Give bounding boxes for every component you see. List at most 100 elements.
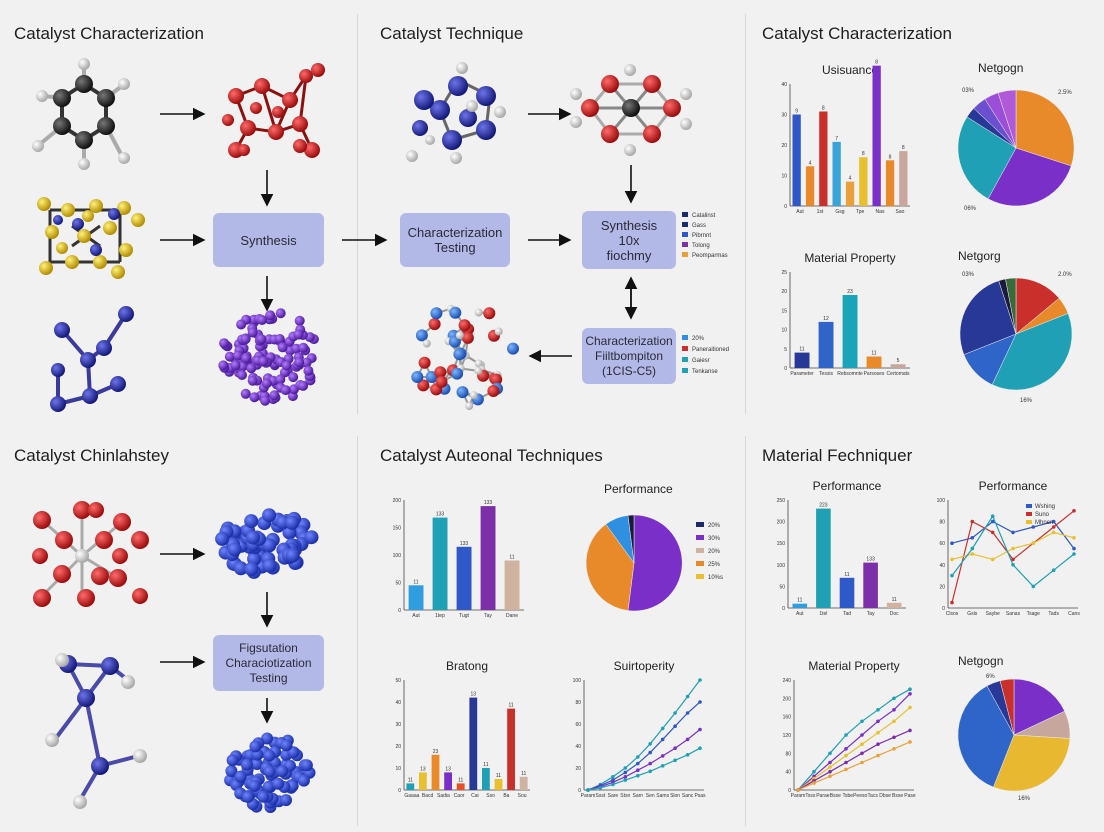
atom <box>240 334 251 345</box>
data-point <box>611 775 615 779</box>
metal-oxide-ring <box>570 64 692 156</box>
atom <box>265 310 276 321</box>
data-point <box>970 536 975 540</box>
y-tick-label: 20 <box>575 766 581 772</box>
data-point <box>844 733 848 737</box>
legend-swatch <box>682 252 688 257</box>
y-tick-label: 240 <box>783 678 792 684</box>
legend-label: 10%s <box>708 575 723 581</box>
y-tick-label: 30 <box>781 113 787 119</box>
bar <box>469 697 478 790</box>
data-point <box>1051 530 1056 535</box>
bar-data-label: 13 <box>420 766 426 772</box>
data-point <box>990 557 995 562</box>
panel2-title: Catalyst Technique <box>380 24 524 43</box>
navy-chain-molecule <box>50 306 134 412</box>
atom <box>487 385 500 397</box>
data-point <box>623 766 628 770</box>
panel5-title: Catalyst Auteonal Techniques <box>380 446 603 465</box>
x-tick-label: Cai <box>471 793 479 799</box>
x-tick-label: Doc <box>890 611 899 617</box>
y-tick-label: 120 <box>783 733 792 739</box>
atom <box>449 306 462 319</box>
characterization-legend: 20% Paneraitioned Gaiesr Tenkanse <box>682 335 729 375</box>
x-tick-label: Tsss <box>805 793 816 799</box>
series-line <box>587 747 701 791</box>
atom <box>269 390 280 401</box>
y-tick-label: 80 <box>785 751 791 757</box>
atom <box>435 375 448 388</box>
atom <box>262 508 277 523</box>
atom <box>474 308 483 317</box>
pie-title: Netgorg <box>958 249 1001 263</box>
y-tick-label: 100 <box>573 678 582 684</box>
data-point <box>1072 546 1076 551</box>
legend-label: Pibrnnt <box>692 233 711 239</box>
bar <box>899 151 908 206</box>
y-tick-label: 5 <box>784 347 787 353</box>
atom <box>293 329 304 340</box>
legend-label: 25% <box>708 562 721 568</box>
legend-label: Mhnen <box>1035 520 1053 526</box>
bar-data-label: 4 <box>809 160 812 166</box>
y-tick-label: 0 <box>942 606 945 612</box>
purple-nanoparticle <box>218 308 319 406</box>
data-point <box>623 775 628 779</box>
data-point <box>860 719 864 724</box>
x-tick-label: Tads <box>1048 611 1059 617</box>
atom <box>246 363 257 374</box>
data-point <box>685 753 690 757</box>
x-tick-label: Sao <box>896 209 905 215</box>
y-tick-label: 50 <box>395 678 401 684</box>
bar-data-label: 13 <box>445 766 451 772</box>
performance-pie-legend: 20% 30% 20% 25% 10%s <box>696 522 723 581</box>
pie-slice <box>957 116 1017 200</box>
bar-data-label: 9 <box>795 109 798 115</box>
benzene-molecule <box>32 58 130 170</box>
legend-label: Wshing <box>1035 504 1055 510</box>
data-point <box>623 770 628 775</box>
bar <box>456 783 465 790</box>
atom <box>274 334 285 344</box>
y-tick-label: 100 <box>393 553 402 559</box>
x-tick-label: Clsos <box>946 611 959 617</box>
atom <box>249 392 260 403</box>
atom <box>430 307 443 320</box>
data-point <box>636 773 640 778</box>
bar-data-label: 11 <box>408 777 413 783</box>
y-tick-label: 80 <box>939 520 945 526</box>
atom <box>483 307 496 320</box>
bar <box>863 562 878 608</box>
pie-slice <box>957 685 1015 788</box>
pie-label: 03% <box>962 88 975 94</box>
data-point <box>673 746 677 750</box>
data-point <box>876 753 880 758</box>
atom <box>272 777 285 790</box>
legend-swatch <box>696 574 704 579</box>
x-tick-label: Tugt <box>459 613 469 619</box>
atom <box>411 371 424 383</box>
atom <box>248 779 261 792</box>
bar-data-label: 11 <box>892 597 897 603</box>
data-point <box>970 519 975 524</box>
atom <box>298 342 309 353</box>
data-point <box>1011 530 1015 535</box>
data-point <box>844 767 848 772</box>
legend-swatch <box>1026 504 1032 508</box>
atom <box>250 758 263 770</box>
pie-slice <box>585 523 635 611</box>
atom <box>275 308 286 319</box>
atom <box>260 395 271 406</box>
x-tick-label: Tsage <box>1027 611 1041 617</box>
series-line <box>587 729 701 791</box>
x-tick-label: Gsg <box>835 209 844 215</box>
legend-swatch <box>682 335 688 340</box>
bar-chart-p5-bar2: Bratong 0 10 20 30 40 50 11 13 23 13 11 13 11 11 11 11 Ga… <box>395 659 530 799</box>
x-tick-label: Aut <box>796 611 804 617</box>
atom <box>455 331 464 340</box>
y-tick-label: 40 <box>939 563 945 569</box>
x-tick-label: 1tep <box>435 613 445 619</box>
bar-data-label: 11 <box>799 347 804 353</box>
atom <box>236 319 247 330</box>
atom <box>281 360 292 371</box>
